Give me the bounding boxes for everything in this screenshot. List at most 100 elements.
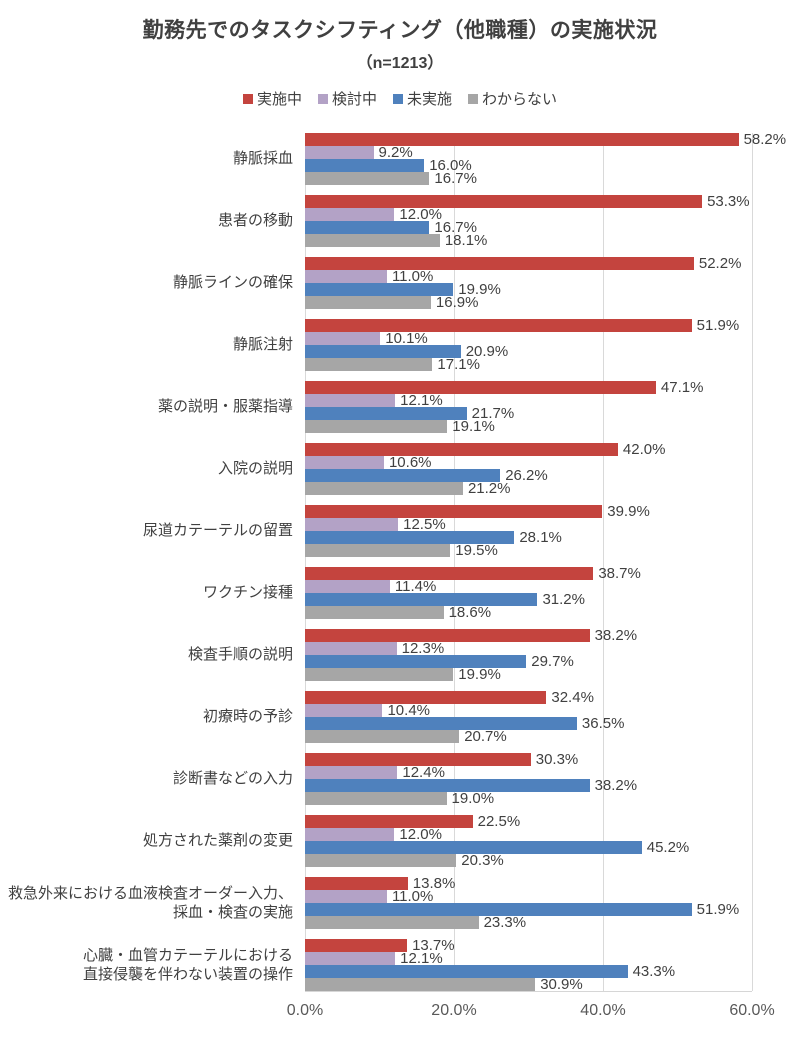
gridline: [602, 133, 604, 991]
data-label: 18.1%: [444, 232, 488, 249]
bar-row: 12.0%: [305, 826, 752, 843]
bar-row: 18.6%: [305, 604, 752, 621]
data-label: 12.3%: [401, 640, 445, 657]
bar-chart: 静脈採血 58.2% 9.2% 16.0% 16.7% 患者の移動 53.3% 12.0% 16…: [0, 132, 800, 1024]
bar-group: 22.5% 12.0% 45.2% 20.3%: [305, 814, 752, 868]
bar: [305, 505, 603, 518]
data-label: 19.9%: [458, 281, 501, 298]
data-label: 30.9%: [540, 976, 583, 993]
legend-label: わからない: [482, 91, 558, 108]
bar: [305, 854, 457, 867]
data-label: 13.7%: [412, 937, 455, 954]
bar-row: 11.0%: [305, 269, 752, 284]
bar-row: 16.0%: [305, 158, 752, 173]
bar-group: 38.7% 11.4% 31.2% 18.6%: [305, 566, 752, 621]
bar-row: 20.9%: [305, 344, 752, 359]
bar: [305, 730, 460, 743]
bar: [305, 531, 515, 544]
bar: [305, 691, 547, 704]
category-label-line: 診断書などの入力: [172, 770, 293, 788]
data-label: 30.3%: [535, 751, 579, 768]
chart-title: 勤務先でのタスクシフティング（他職種）の実施状況: [142, 19, 658, 42]
category-label: 患者の移動: [0, 195, 305, 247]
bar-row: 22.5%: [305, 814, 752, 829]
category-label-line: 採血・検査の実施: [172, 904, 293, 921]
data-label: 18.6%: [448, 604, 492, 621]
category-label: 検査手順の説明: [0, 629, 305, 681]
x-axis-tick-label: 60.0%: [729, 1002, 775, 1019]
bar: [305, 159, 425, 172]
gridline: [305, 133, 306, 991]
bar: [305, 381, 656, 394]
bar-row: 18.1%: [305, 232, 752, 249]
data-label: 9.2%: [378, 144, 413, 161]
data-label: 16.9%: [435, 294, 479, 311]
bar-row: 21.2%: [305, 481, 752, 496]
bar: [305, 890, 387, 903]
chart-subtitle: （n=1213）: [356, 55, 444, 72]
category-label: 入院の説明: [0, 443, 305, 495]
bar-row: 30.9%: [305, 976, 752, 993]
bar: [305, 234, 440, 247]
bar: [305, 903, 692, 916]
category-label-line: 静脈注射: [232, 336, 293, 354]
bar-row: 11.4%: [305, 579, 752, 594]
bar-row: 16.7%: [305, 171, 752, 186]
data-label: 12.1%: [400, 392, 443, 409]
bar-row: 19.0%: [305, 791, 752, 806]
bar: [305, 815, 473, 828]
bar-group: 38.2% 12.3% 29.7% 19.9%: [305, 627, 752, 682]
x-axis-tick-label: 0.0%: [286, 1002, 324, 1019]
category-group: 患者の移動 53.3% 12.0% 16.7% 18.1%: [0, 194, 800, 249]
data-label: 38.2%: [594, 627, 638, 644]
legend-label: 実施中: [256, 91, 302, 108]
category-label-line: 静脈ラインの確保: [172, 274, 293, 292]
category-group: 救急外来における血液検査オーダー入力、 採血・検査の実施 13.8% 11.0% 51.…: [0, 875, 800, 930]
legend-item: 検討中: [317, 88, 377, 109]
bar: [305, 766, 398, 779]
category-group: ワクチン接種 38.7% 11.4% 31.2% 18.6%: [0, 566, 800, 621]
data-label: 12.4%: [402, 764, 445, 781]
data-label: 12.0%: [399, 826, 442, 843]
bar: [305, 296, 431, 309]
category-group: 静脈ラインの確保 52.2% 11.0% 19.9% 16.9%: [0, 255, 800, 311]
bar-row: 12.3%: [305, 640, 752, 657]
category-label-line: 直接侵襲を伴わない装置の操作: [82, 966, 293, 983]
data-label: 12.0%: [399, 206, 442, 223]
bar-row: 30.3%: [305, 751, 752, 768]
category-group: 静脈採血 58.2% 9.2% 16.0% 16.7%: [0, 132, 800, 186]
category-label-line: 薬の説明・服薬指導: [157, 398, 293, 416]
data-label: 26.2%: [505, 467, 548, 484]
category-label: 初療時の予診: [0, 691, 305, 743]
bar-row: 39.9%: [305, 504, 752, 519]
category-group: 診断書などの入力 30.3% 12.4% 38.2% 19.0%: [0, 751, 800, 806]
bar-group: 51.9% 10.1% 20.9% 17.1%: [305, 318, 752, 372]
bar-row: 36.5%: [305, 716, 752, 731]
bar-row: 53.3%: [305, 194, 752, 209]
data-label: 52.2%: [698, 255, 742, 272]
bar: [305, 580, 390, 593]
category-label-line: 初療時の予診: [202, 708, 293, 726]
bar: [305, 270, 387, 283]
data-label: 29.7%: [531, 653, 574, 670]
bar: [305, 629, 590, 642]
bar: [305, 877, 408, 890]
bar-row: 29.7%: [305, 653, 752, 670]
category-group: 静脈注射 51.9% 10.1% 20.9% 17.1%: [0, 318, 800, 372]
legend-item: わからない: [468, 88, 557, 109]
category-label-line: 心臓・血管カテーテルにおける: [82, 946, 293, 964]
data-label: 28.1%: [519, 529, 562, 546]
bar: [305, 717, 577, 730]
bar-row: 19.9%: [305, 667, 752, 682]
data-label: 21.7%: [471, 405, 515, 422]
legend-item: 未実施: [393, 88, 452, 109]
bar-group: 52.2% 11.0% 19.9% 16.9%: [305, 255, 752, 311]
category-label: 静脈採血: [0, 133, 305, 185]
legend-swatch-icon: [468, 93, 479, 104]
bar: [305, 593, 538, 606]
bar: [305, 668, 454, 681]
data-label: 13.8%: [412, 875, 456, 892]
legend-label: 検討中: [331, 91, 377, 108]
bar-row: 43.3%: [305, 964, 752, 979]
legend-label: 未実施: [407, 91, 453, 108]
